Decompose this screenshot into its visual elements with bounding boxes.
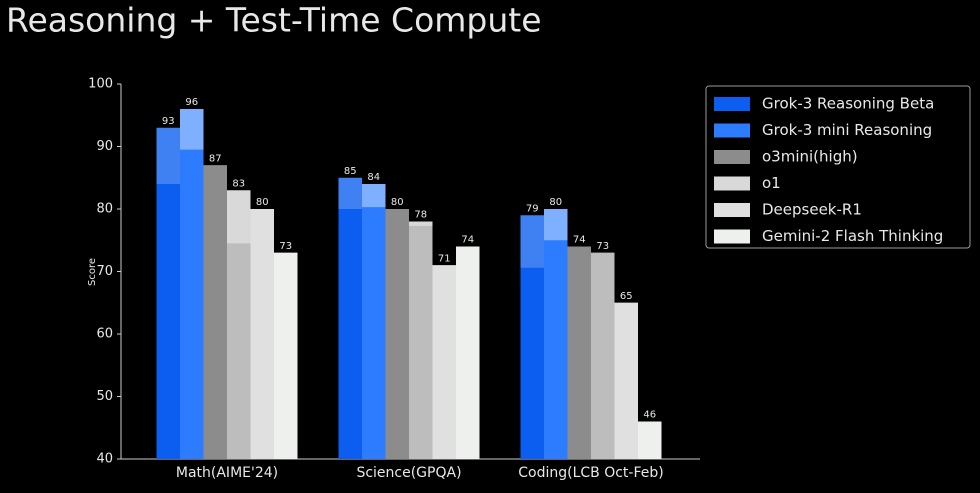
y-tick-label: 40 bbox=[96, 452, 113, 467]
chart-title: Reasoning + Test-Time Compute bbox=[6, 1, 542, 40]
value-label: 87 bbox=[209, 153, 222, 164]
bar-fill bbox=[614, 302, 638, 459]
y-tick-label: 100 bbox=[88, 77, 113, 92]
value-label: 74 bbox=[461, 235, 474, 246]
bar-base bbox=[544, 240, 568, 459]
bar-base bbox=[520, 267, 544, 459]
value-label: 65 bbox=[620, 291, 633, 302]
value-label: 84 bbox=[367, 172, 380, 183]
value-label: 78 bbox=[414, 210, 427, 221]
bar-fill bbox=[456, 246, 480, 459]
legend-swatch bbox=[714, 97, 750, 111]
legend-swatch bbox=[714, 229, 750, 244]
x-tick-label: Coding(LCB Oct-Feb) bbox=[518, 465, 663, 481]
legend-box bbox=[705, 85, 971, 249]
bar-fill bbox=[274, 252, 298, 459]
legend-label: Deepseek-R1 bbox=[762, 201, 862, 219]
y-tick-label: 70 bbox=[96, 264, 113, 279]
x-tick-label: Math(AIME'24) bbox=[176, 465, 278, 481]
y-axis-label: Score bbox=[87, 258, 98, 286]
y-tick-label: 50 bbox=[96, 389, 113, 404]
value-label: 85 bbox=[344, 166, 357, 177]
legend-swatch bbox=[714, 150, 750, 164]
bar-fill bbox=[638, 421, 662, 459]
bar-fill bbox=[432, 265, 456, 459]
value-label: 80 bbox=[549, 197, 562, 208]
value-label: 71 bbox=[438, 253, 451, 264]
bar-base bbox=[156, 184, 180, 459]
bar-fill bbox=[385, 209, 409, 459]
y-tick-label: 80 bbox=[96, 202, 113, 217]
bar-base bbox=[409, 225, 433, 459]
value-label: 80 bbox=[256, 197, 269, 208]
value-label: 80 bbox=[391, 197, 404, 208]
value-label: 79 bbox=[526, 203, 539, 214]
legend-label: Gemini-2 Flash Thinking bbox=[762, 227, 943, 245]
bar-fill bbox=[591, 252, 615, 459]
y-tick-label: 90 bbox=[96, 139, 113, 154]
legend-swatch bbox=[714, 123, 750, 138]
legend-label: o3mini(high) bbox=[762, 148, 858, 166]
bar-base bbox=[227, 243, 251, 459]
value-label: 46 bbox=[643, 410, 656, 421]
bar-base bbox=[180, 149, 204, 459]
value-label: 93 bbox=[162, 116, 175, 127]
value-label: 96 bbox=[185, 97, 198, 108]
value-label: 83 bbox=[232, 178, 245, 189]
bar-fill bbox=[250, 209, 274, 459]
legend-label: Grok-3 Reasoning Beta bbox=[762, 95, 934, 113]
bar-fill bbox=[203, 165, 227, 459]
value-label: 73 bbox=[279, 241, 292, 252]
x-tick-label: Science(GPQA) bbox=[356, 465, 461, 481]
y-tick-label: 60 bbox=[96, 327, 113, 342]
value-label: 73 bbox=[596, 241, 609, 252]
bar-base bbox=[338, 209, 362, 459]
legend-label: o1 bbox=[762, 174, 781, 192]
legend-swatch bbox=[714, 176, 750, 191]
bar-base bbox=[362, 207, 386, 459]
value-label: 74 bbox=[573, 235, 586, 246]
bar-fill bbox=[567, 246, 591, 459]
legend-swatch bbox=[714, 203, 750, 217]
legend-label: Grok-3 mini Reasoning bbox=[762, 121, 932, 139]
